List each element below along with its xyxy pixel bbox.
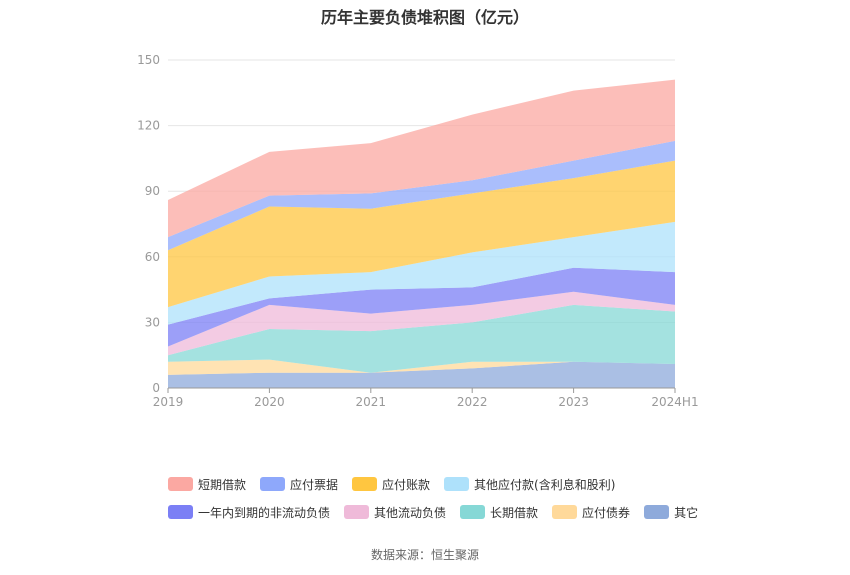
legend-label: 应付票据	[290, 477, 339, 492]
legend-label: 应付账款	[382, 477, 431, 492]
legend-swatch	[344, 505, 370, 519]
legend-label: 其他应付款(含利息和股利)	[474, 477, 616, 492]
y-tick-label: 120	[137, 119, 160, 133]
legend-row-1: 短期借款 应付票据 应付账款 其他应付款(含利息和股利)	[168, 470, 728, 498]
area-series-8	[168, 140, 675, 251]
legend-item[interactable]: 应付票据	[260, 476, 338, 493]
legend-label: 其他流动负债	[374, 505, 447, 520]
legend: 短期借款 应付票据 应付账款 其他应付款(含利息和股利) 一年内到期的非流动负债 其他流…	[168, 470, 728, 526]
legend-swatch	[444, 477, 470, 491]
area-series-7	[168, 160, 675, 308]
legend-swatch	[552, 505, 578, 519]
area-series	[168, 79, 675, 388]
area-series-4	[168, 291, 675, 356]
legend-item[interactable]: 一年内到期的非流动负债	[168, 504, 330, 521]
legend-item[interactable]: 其他应付款(含利息和股利)	[444, 476, 615, 493]
x-tick-label: 2021	[356, 395, 387, 409]
legend-row-2: 一年内到期的非流动负债 其他流动负债 长期借款 应付债券 其它	[168, 498, 728, 526]
legend-item[interactable]: 应付债券	[552, 504, 630, 521]
area-series-3	[168, 304, 675, 373]
legend-swatch	[460, 505, 486, 519]
legend-item[interactable]: 长期借款	[460, 504, 538, 521]
legend-swatch	[352, 477, 378, 491]
legend-swatch	[260, 477, 286, 491]
area-series-6	[168, 221, 675, 325]
y-tick-label: 0	[152, 381, 160, 395]
x-tick-label: 2020	[254, 395, 285, 409]
x-tick-label: 2019	[153, 395, 184, 409]
area-series-9	[168, 79, 675, 238]
chart-title: 历年主要负债堆积图（亿元）	[320, 8, 529, 27]
legend-item[interactable]: 应付账款	[352, 476, 430, 493]
legend-label: 应付债券	[582, 505, 631, 520]
legend-label: 其它	[674, 505, 699, 520]
y-tick-label: 60	[145, 250, 160, 264]
legend-item[interactable]: 其它	[644, 504, 698, 521]
legend-swatch	[168, 505, 193, 519]
axes: 0 30 60 90 120 150 2019 2020 2021 2022 2023 2024H1	[137, 53, 699, 409]
legend-label: 一年内到期的非流动负债	[198, 505, 331, 520]
y-tick-label: 30	[145, 315, 160, 329]
y-tick-label: 90	[145, 184, 160, 198]
y-tick-label: 150	[137, 53, 160, 67]
area-series-2	[168, 359, 675, 375]
x-tick-label: 2023	[558, 395, 589, 409]
legend-label: 长期借款	[490, 505, 539, 520]
data-source: 数据来源：恒生聚源	[370, 548, 479, 562]
legend-swatch	[168, 477, 193, 491]
x-tick-label: 2022	[457, 395, 488, 409]
legend-swatch	[644, 505, 670, 519]
area-series-1	[168, 361, 675, 388]
x-tick-label: 2024H1	[651, 395, 698, 409]
legend-item[interactable]: 短期借款	[168, 476, 246, 493]
legend-item[interactable]: 其他流动负债	[344, 504, 446, 521]
stacked-area-chart: 0 30 60 90 120 150 2019 2020 2021 2022 2023 2024H1	[137, 53, 699, 409]
area-series-5	[168, 267, 675, 347]
legend-label: 短期借款	[198, 477, 247, 492]
